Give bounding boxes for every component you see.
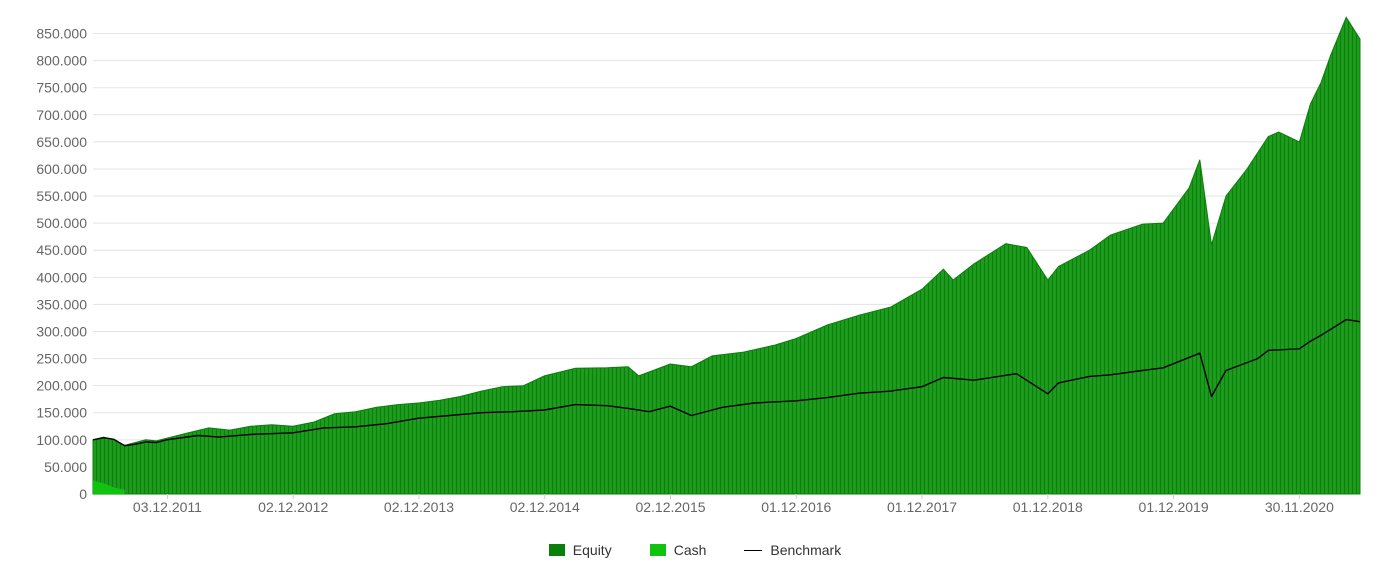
x-tick-label: 01.12.2019	[1139, 499, 1209, 515]
x-tick-label: 02.12.2012	[258, 499, 328, 515]
y-tick-label: 550.000	[36, 188, 87, 204]
x-tick-label: 02.12.2014	[510, 499, 580, 515]
y-tick-label: 350.000	[36, 296, 87, 312]
legend-swatch-equity	[548, 544, 565, 556]
y-tick-label: 500.000	[36, 215, 87, 231]
legend-label-equity: Equity	[572, 542, 612, 558]
y-tick-label: 0	[79, 486, 87, 502]
x-tick-label: 02.12.2013	[384, 499, 454, 515]
x-axis: 03.12.2011 02.12.2012 02.12.2013 02.12.2014…	[133, 494, 1334, 515]
x-tick-label: 02.12.2015	[635, 499, 705, 515]
benchmark-line	[92, 318, 1361, 447]
legend-item-benchmark[interactable]: Benchmark	[744, 542, 841, 558]
legend-label-benchmark: Benchmark	[770, 542, 842, 558]
legend-label-cash: Cash	[673, 542, 707, 558]
x-tick-label: 01.12.2017	[887, 499, 957, 515]
y-tick-label: 650.000	[36, 134, 87, 150]
y-tick-label: 200.000	[36, 378, 87, 394]
y-tick-label: 700.000	[36, 107, 87, 123]
y-tick-label: 150.000	[36, 405, 87, 421]
y-tick-label: 100.000	[36, 432, 87, 448]
legend-item-equity[interactable]: Equity	[548, 542, 612, 558]
y-axis: 0 50.000 100.000 150.000 200.000 250.000 300.0…	[36, 26, 87, 502]
legend-item-cash[interactable]: Cash	[649, 542, 707, 558]
grid-lines	[93, 33, 1360, 495]
x-tick-label: 01.12.2016	[761, 499, 831, 515]
y-tick-label: 300.000	[36, 323, 87, 339]
x-tick-label: 01.12.2018	[1013, 499, 1083, 515]
y-tick-label: 850.000	[36, 26, 87, 42]
x-tick-label: 03.12.2011	[133, 499, 202, 515]
equity-area	[92, 16, 1361, 495]
cash-area	[93, 480, 125, 494]
legend-swatch-benchmark	[744, 549, 763, 551]
y-tick-label: 50.000	[44, 459, 87, 475]
series-lines	[92, 318, 1361, 447]
equity-chart: 0 50.000 100.000 150.000 200.000 250.000 300.0…	[36, 16, 1361, 515]
y-tick-label: 250.000	[36, 351, 87, 367]
series-areas	[92, 16, 1361, 495]
y-tick-label: 750.000	[36, 80, 87, 96]
y-tick-label: 400.000	[36, 269, 87, 285]
legend: Equity Cash Benchmark	[0, 538, 1390, 562]
legend-swatch-cash	[649, 544, 666, 556]
y-tick-label: 800.000	[36, 53, 87, 69]
x-tick-label: 30.11.2020	[1265, 499, 1334, 515]
y-tick-label: 600.000	[36, 161, 87, 177]
y-tick-label: 450.000	[36, 242, 87, 258]
